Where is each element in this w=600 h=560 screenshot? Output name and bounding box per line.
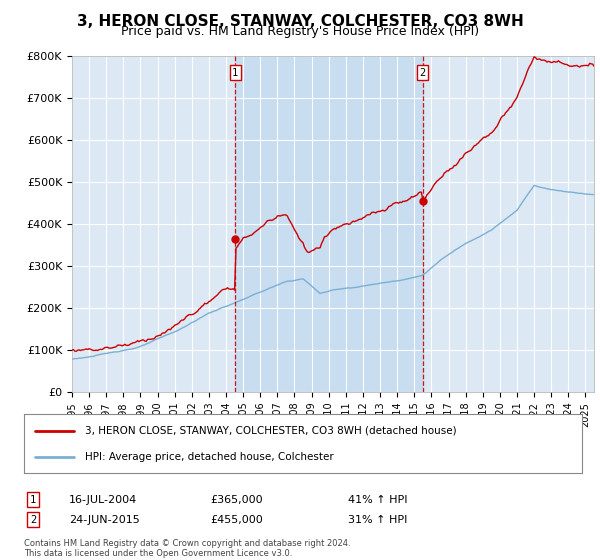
Text: 2: 2 xyxy=(419,68,425,78)
Text: 2: 2 xyxy=(30,515,36,525)
Text: £455,000: £455,000 xyxy=(210,515,263,525)
Text: 31% ↑ HPI: 31% ↑ HPI xyxy=(348,515,407,525)
Text: 16-JUL-2004: 16-JUL-2004 xyxy=(69,494,137,505)
Text: 24-JUN-2015: 24-JUN-2015 xyxy=(69,515,140,525)
Text: 41% ↑ HPI: 41% ↑ HPI xyxy=(348,494,407,505)
Text: Contains HM Land Registry data © Crown copyright and database right 2024.
This d: Contains HM Land Registry data © Crown c… xyxy=(24,539,350,558)
Text: HPI: Average price, detached house, Colchester: HPI: Average price, detached house, Colc… xyxy=(85,452,334,462)
Text: 3, HERON CLOSE, STANWAY, COLCHESTER, CO3 8WH: 3, HERON CLOSE, STANWAY, COLCHESTER, CO3… xyxy=(77,14,523,29)
Bar xyxy=(235,56,422,392)
Text: Price paid vs. HM Land Registry's House Price Index (HPI): Price paid vs. HM Land Registry's House … xyxy=(121,25,479,38)
Text: 1: 1 xyxy=(30,494,36,505)
Text: 3, HERON CLOSE, STANWAY, COLCHESTER, CO3 8WH (detached house): 3, HERON CLOSE, STANWAY, COLCHESTER, CO3… xyxy=(85,426,457,436)
Text: £365,000: £365,000 xyxy=(210,494,263,505)
Text: 1: 1 xyxy=(232,68,238,78)
